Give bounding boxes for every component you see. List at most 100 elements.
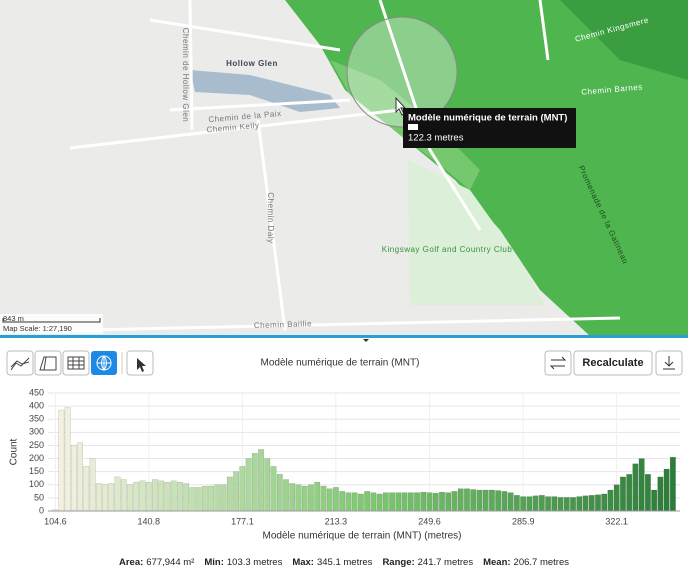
bar — [513, 495, 520, 512]
bar — [588, 495, 595, 512]
stat-value: 103.3 metres — [227, 557, 283, 568]
bar — [576, 496, 583, 512]
profile-button[interactable] — [34, 350, 62, 376]
recalculate-button[interactable] — [573, 350, 653, 376]
tooltip-swatch — [408, 124, 418, 130]
y-tick-label: 150 — [29, 466, 44, 476]
icon — [663, 356, 675, 370]
map[interactable]: Hollow Glen Chemin de la Paix Chemin Kel… — [0, 0, 688, 336]
x-tick-label: 140.8 — [138, 516, 161, 526]
bar — [333, 487, 339, 512]
bar — [357, 493, 364, 512]
bar — [613, 484, 620, 512]
y-tick-label: 0 — [39, 505, 44, 515]
x-axis-label: Modèle numérique de terrain (MNT) (metre… — [263, 531, 462, 542]
bar — [545, 496, 552, 512]
bar — [651, 489, 658, 512]
terrain-high — [560, 0, 688, 80]
bar — [382, 492, 389, 512]
y-tick-label: 350 — [29, 414, 44, 424]
bar — [308, 484, 314, 512]
bar — [563, 497, 570, 512]
map-label: Chemin Baillie — [254, 319, 312, 330]
y-tick-label: 400 — [29, 400, 44, 410]
table-button[interactable] — [62, 350, 90, 376]
bar — [301, 485, 308, 512]
bar — [470, 489, 477, 512]
bar — [345, 492, 352, 512]
bar — [145, 481, 152, 512]
bar — [189, 487, 196, 512]
bar — [620, 476, 626, 512]
x-tick-label: 285.9 — [512, 516, 535, 526]
bar — [595, 494, 601, 512]
x-tick-label: 213.3 — [325, 516, 348, 526]
y-tick-label: 450 — [29, 387, 44, 397]
bar — [426, 492, 433, 512]
histogram: 0 50 100 150 200 250 300 350 400 450 104.6 140.8 177… — [9, 387, 680, 542]
stats: Area: 677,944 m² Min: 103.3 metres Max: 345.1… — [119, 557, 569, 568]
bar — [95, 483, 102, 512]
bar — [657, 476, 664, 512]
y-tick-label: 300 — [29, 427, 44, 437]
bar — [638, 458, 645, 512]
bar — [270, 466, 277, 512]
y-tick-label: 50 — [34, 492, 44, 502]
roads — [0, 0, 621, 334]
bar — [251, 453, 258, 512]
bar — [557, 497, 564, 512]
map-label: Hollow Glen — [226, 59, 278, 68]
bar — [320, 485, 327, 512]
bar — [58, 409, 65, 512]
stat-label: Range: — [382, 557, 414, 568]
bar — [395, 492, 402, 512]
terrain — [285, 0, 688, 336]
bar — [432, 492, 439, 512]
map-label: Chemin Daly — [266, 192, 275, 243]
bar — [570, 497, 576, 512]
swap-button[interactable] — [544, 350, 572, 376]
bar — [208, 485, 215, 512]
scale-ratio: Map Scale: 1:27,190 — [3, 324, 72, 333]
bar — [152, 479, 158, 512]
bar — [464, 488, 470, 512]
bar — [645, 474, 651, 512]
bar — [176, 481, 183, 512]
bar — [120, 479, 127, 512]
bar — [295, 484, 302, 512]
bar — [339, 491, 346, 512]
bar — [314, 481, 321, 512]
bar — [389, 492, 395, 512]
toolbar: Modèle numérique de terrain (MNT) Recalc… — [6, 350, 683, 376]
bar — [70, 445, 77, 512]
icon — [39, 356, 57, 371]
bar — [501, 491, 508, 512]
bar — [451, 491, 458, 512]
icon — [10, 357, 30, 371]
bar — [83, 466, 90, 512]
x-tick-label: 249.6 — [418, 516, 441, 526]
bar — [276, 474, 283, 512]
y-tick-label: 200 — [29, 453, 44, 463]
bar — [258, 449, 264, 512]
bar — [476, 489, 483, 512]
bar — [201, 485, 208, 512]
bar — [420, 491, 427, 512]
bar — [414, 492, 420, 512]
bar — [77, 442, 83, 512]
scale-distance: 843 m — [3, 314, 24, 323]
splitter[interactable] — [0, 335, 688, 338]
bar — [114, 476, 121, 512]
bar — [439, 491, 445, 512]
stat-value: 677,944 m² — [146, 557, 194, 568]
bar — [108, 483, 115, 512]
stat-label: Area: — [119, 557, 143, 568]
bar — [226, 476, 233, 512]
tooltip — [403, 108, 576, 148]
bar — [214, 484, 221, 512]
map-label: Chemin de Hollow Glen — [181, 28, 190, 123]
bar — [233, 471, 240, 512]
icon — [549, 356, 567, 370]
x-tick-label: 177.1 — [231, 516, 254, 526]
